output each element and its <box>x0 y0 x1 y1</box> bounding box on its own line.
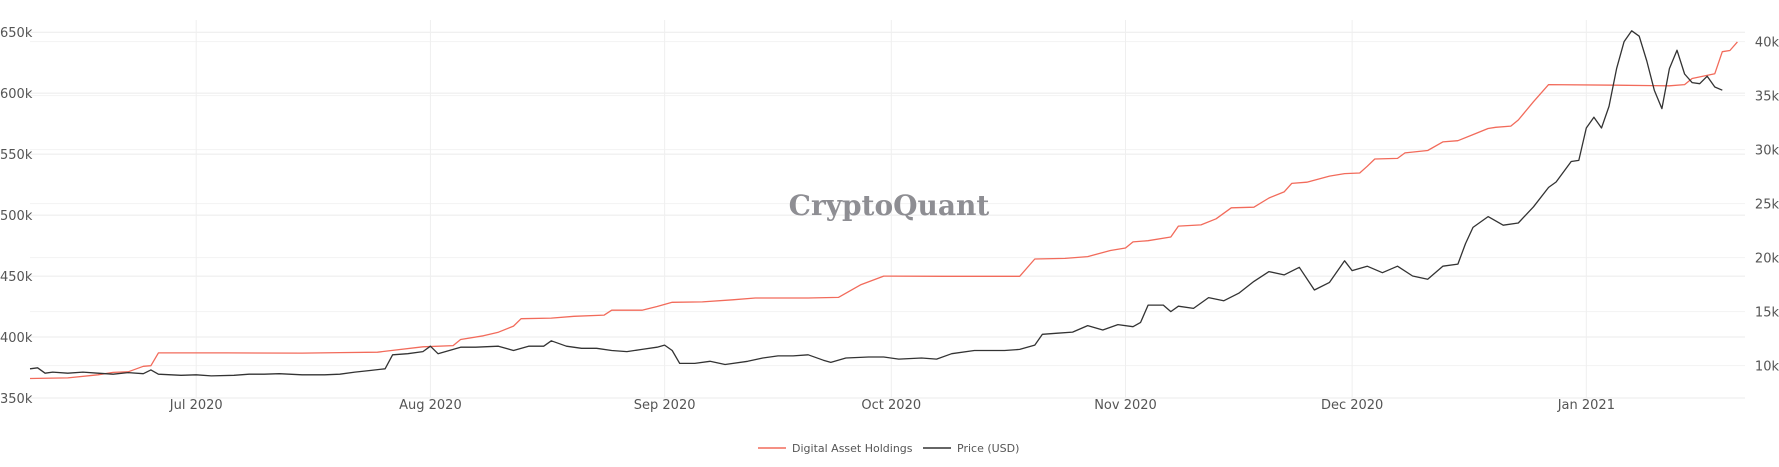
x-tick-label: Dec 2020 <box>1321 398 1383 413</box>
x-tick-label: Oct 2020 <box>861 398 921 413</box>
grid <box>30 20 1745 399</box>
x-tick-label: Jan 2021 <box>1557 398 1615 413</box>
y-left-tick-label: 350k <box>0 392 33 407</box>
y-right-tick-label: 25k <box>1755 198 1779 213</box>
watermark-logo: CryptoQuant <box>789 189 990 222</box>
legend-label: Digital Asset Holdings <box>792 442 913 455</box>
y-axis-right: 10k 15k 20k 25k 30k 35k 40k <box>1755 36 1779 375</box>
y-axis-left: 350k 400k 450k 500k 550k 600k 650k <box>0 26 33 407</box>
y-left-tick-label: 450k <box>0 270 33 285</box>
y-right-tick-label: 35k <box>1755 90 1779 105</box>
y-left-tick-label: 650k <box>0 26 33 41</box>
legend-item-digital-asset-holdings[interactable]: Digital Asset Holdings <box>758 442 913 455</box>
plot-area <box>29 30 1738 380</box>
y-left-tick-label: 500k <box>0 209 33 224</box>
series-line-price-usd <box>29 30 1723 377</box>
y-right-tick-label: 20k <box>1755 252 1779 267</box>
y-right-tick-label: 15k <box>1755 306 1779 321</box>
x-tick-label: Nov 2020 <box>1094 398 1157 413</box>
y-left-tick-label: 550k <box>0 148 33 163</box>
x-tick-label: Aug 2020 <box>399 398 462 413</box>
y-left-tick-label: 600k <box>0 87 33 102</box>
x-tick-label: Jul 2020 <box>169 398 223 413</box>
x-axis: Jul 2020 Aug 2020 Sep 2020 Oct 2020 Nov 2020… <box>169 398 1615 413</box>
legend-label: Price (USD) <box>957 442 1019 455</box>
y-right-tick-label: 30k <box>1755 144 1779 159</box>
legend-item-price-usd[interactable]: Price (USD) <box>923 442 1019 455</box>
legend[interactable]: Digital Asset Holdings Price (USD) <box>758 442 1019 455</box>
y-right-tick-label: 10k <box>1755 360 1779 375</box>
x-tick-label: Sep 2020 <box>634 398 696 413</box>
series-line-digital-asset-holdings <box>29 41 1738 380</box>
y-right-tick-label: 40k <box>1755 36 1779 51</box>
y-left-tick-label: 400k <box>0 331 33 346</box>
